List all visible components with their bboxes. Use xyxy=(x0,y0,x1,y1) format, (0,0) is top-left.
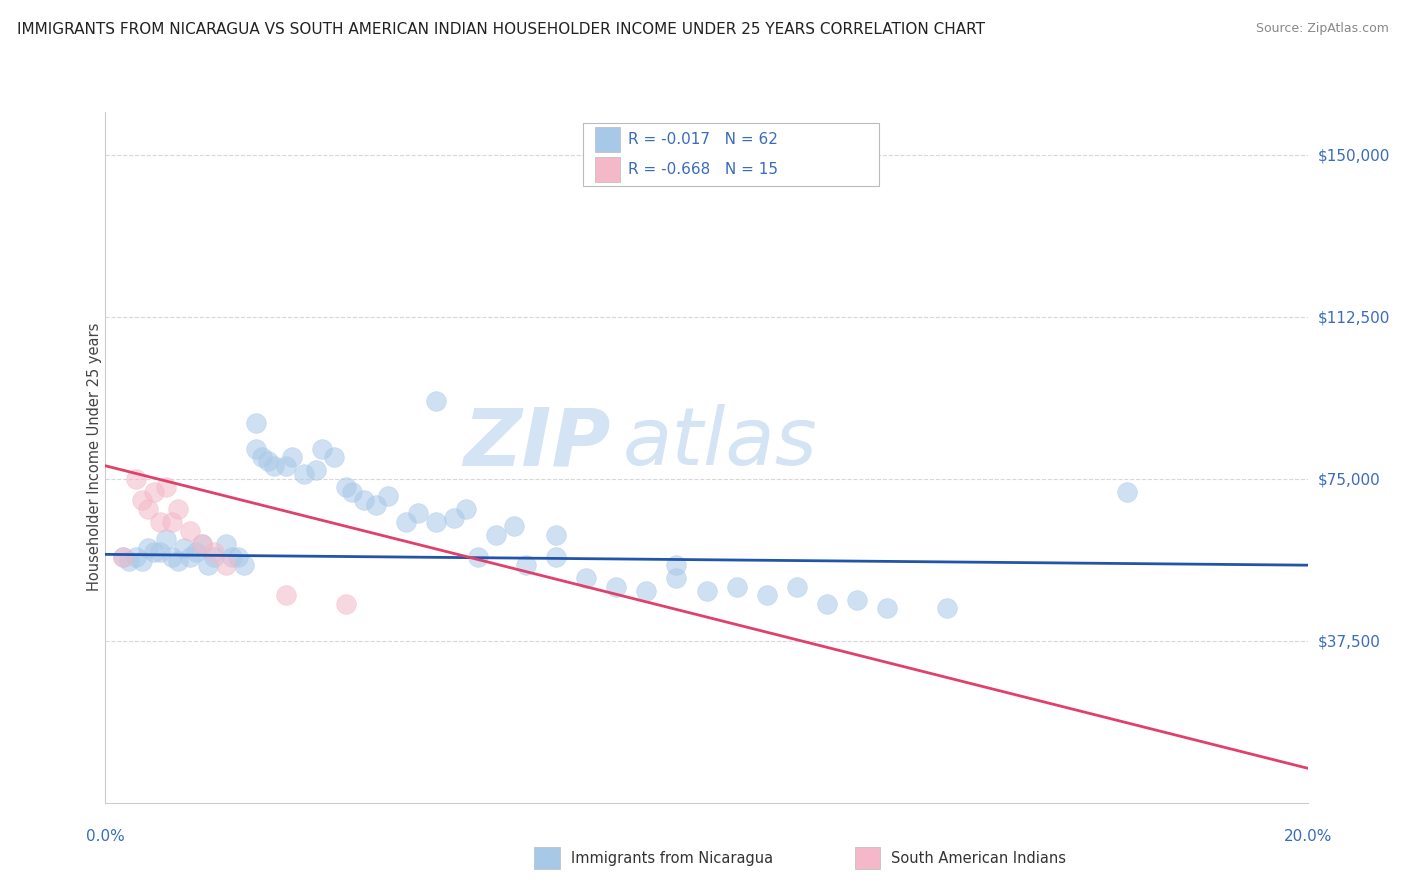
Point xyxy=(605,580,627,594)
Point xyxy=(155,480,177,494)
Text: South American Indians: South American Indians xyxy=(891,851,1066,865)
Point xyxy=(160,515,183,529)
Text: 0.0%: 0.0% xyxy=(86,830,125,844)
Point xyxy=(131,554,153,568)
Point xyxy=(425,394,447,409)
Point xyxy=(160,549,183,564)
Point xyxy=(311,442,333,456)
Point xyxy=(202,549,225,564)
Point xyxy=(256,454,278,468)
Point xyxy=(467,549,489,564)
Point xyxy=(636,584,658,599)
Point xyxy=(112,549,135,564)
Point xyxy=(190,536,212,550)
Point xyxy=(245,442,267,456)
Point xyxy=(190,536,212,550)
Point xyxy=(197,558,219,573)
Point xyxy=(245,416,267,430)
Point xyxy=(815,597,838,611)
Point xyxy=(395,515,418,529)
Point xyxy=(725,580,748,594)
Point xyxy=(136,541,159,555)
Point xyxy=(166,554,188,568)
Point xyxy=(696,584,718,599)
Point xyxy=(546,549,568,564)
Point xyxy=(1116,484,1139,499)
Text: IMMIGRANTS FROM NICARAGUA VS SOUTH AMERICAN INDIAN HOUSEHOLDER INCOME UNDER 25 Y: IMMIGRANTS FROM NICARAGUA VS SOUTH AMERI… xyxy=(17,22,984,37)
Point xyxy=(214,558,236,573)
Point xyxy=(124,549,146,564)
Point xyxy=(665,571,688,585)
Point xyxy=(305,463,328,477)
Point xyxy=(148,545,170,559)
Point xyxy=(876,601,898,615)
Point xyxy=(124,472,146,486)
Point xyxy=(575,571,598,585)
Point xyxy=(665,558,688,573)
Point xyxy=(142,545,165,559)
Point xyxy=(274,458,297,473)
Point xyxy=(148,515,170,529)
Point xyxy=(485,528,508,542)
Point xyxy=(112,549,135,564)
Point xyxy=(406,506,429,520)
Point xyxy=(425,515,447,529)
Point xyxy=(136,502,159,516)
Point xyxy=(292,467,315,482)
Point xyxy=(118,554,141,568)
Point xyxy=(250,450,273,465)
Point xyxy=(179,549,201,564)
Point xyxy=(142,484,165,499)
Point xyxy=(214,536,236,550)
Point xyxy=(263,458,285,473)
Text: 20.0%: 20.0% xyxy=(1284,830,1331,844)
Point xyxy=(443,510,465,524)
Point xyxy=(131,493,153,508)
Point xyxy=(335,480,357,494)
Point xyxy=(335,597,357,611)
Point xyxy=(226,549,249,564)
Point xyxy=(515,558,537,573)
Point xyxy=(155,533,177,547)
Point xyxy=(340,484,363,499)
Point xyxy=(364,498,387,512)
Point xyxy=(845,592,868,607)
Text: atlas: atlas xyxy=(623,404,817,483)
Point xyxy=(281,450,304,465)
Point xyxy=(786,580,808,594)
Text: R = -0.668   N = 15: R = -0.668 N = 15 xyxy=(628,162,779,177)
Text: ZIP: ZIP xyxy=(463,404,610,483)
Point xyxy=(322,450,344,465)
Point xyxy=(184,545,207,559)
Point xyxy=(546,528,568,542)
Point xyxy=(454,502,477,516)
Point xyxy=(202,545,225,559)
Point xyxy=(232,558,254,573)
Point xyxy=(173,541,195,555)
Point xyxy=(353,493,375,508)
Text: R = -0.017   N = 62: R = -0.017 N = 62 xyxy=(628,132,779,146)
Point xyxy=(503,519,526,533)
Point xyxy=(166,502,188,516)
Y-axis label: Householder Income Under 25 years: Householder Income Under 25 years xyxy=(87,323,101,591)
Point xyxy=(274,589,297,603)
Point xyxy=(755,589,778,603)
Point xyxy=(179,524,201,538)
Point xyxy=(221,549,243,564)
Point xyxy=(936,601,959,615)
Text: Immigrants from Nicaragua: Immigrants from Nicaragua xyxy=(571,851,773,865)
Text: Source: ZipAtlas.com: Source: ZipAtlas.com xyxy=(1256,22,1389,36)
Point xyxy=(377,489,399,503)
